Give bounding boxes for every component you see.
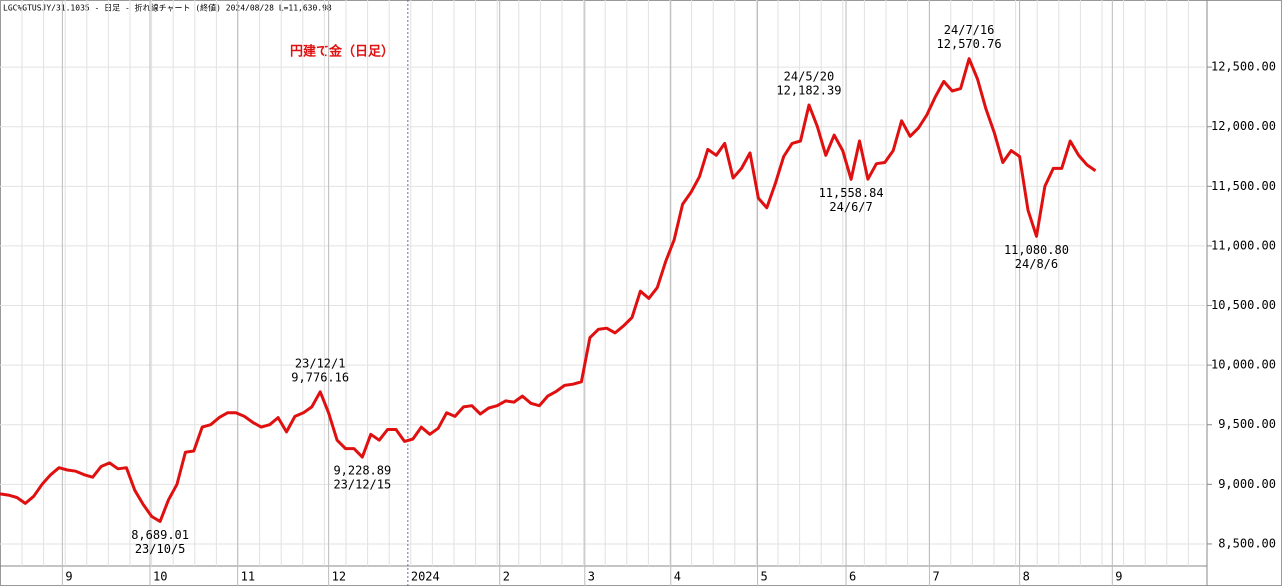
y-tick-label: 10,500.00 [1211, 298, 1276, 312]
annotation: 23/10/5 [135, 542, 186, 556]
x-tick-label: 12 [332, 570, 346, 584]
x-tick-label: 9 [1115, 570, 1122, 584]
header: LGC%GTUSJY/31.1035 - 日足 - 折れ線チャート (終値) 2… [3, 3, 332, 13]
y-tick-label: 9,500.00 [1218, 417, 1276, 431]
y-tick-label: 10,000.00 [1211, 358, 1276, 372]
y-tick-label: 11,000.00 [1211, 238, 1276, 252]
annotation: 23/12/1 [295, 356, 346, 370]
y-tick-label: 12,500.00 [1211, 60, 1276, 74]
annotation: 24/8/6 [1015, 257, 1058, 271]
annotation: 23/12/15 [333, 478, 391, 492]
annotation: 11,080.80 [1004, 243, 1069, 257]
x-tick-label: 5 [761, 570, 768, 584]
annotation: 11,558.84 [819, 186, 884, 200]
annotation: 12,570.76 [937, 37, 1002, 51]
x-tick-label: 6 [849, 570, 856, 584]
annotation: 9,228.89 [333, 464, 391, 478]
x-tick-label: 10 [153, 570, 167, 584]
x-tick-label: 4 [674, 570, 681, 584]
y-tick-label: 12,000.00 [1211, 119, 1276, 133]
x-tick-label: 11 [241, 570, 255, 584]
annotation: 8,689.01 [131, 528, 189, 542]
annotation: 24/6/7 [829, 200, 872, 214]
x-tick-label: 2024 [411, 570, 440, 584]
annotation: 24/5/20 [784, 69, 835, 83]
x-tick-label: 9 [65, 570, 72, 584]
x-tick-label: 2 [503, 570, 510, 584]
x-tick-label: 3 [588, 570, 595, 584]
x-tick-label: 8 [1023, 570, 1030, 584]
annotation: 12,182.39 [776, 83, 841, 97]
annotation: 24/7/16 [944, 23, 995, 37]
chart-title: 円建て金（日足） [290, 44, 394, 60]
annotation: 9,776.16 [291, 370, 349, 384]
y-tick-label: 11,500.00 [1211, 179, 1276, 193]
price-line [0, 57, 1097, 523]
y-tick-label: 9,000.00 [1218, 477, 1276, 491]
y-tick-label: 8,500.00 [1218, 536, 1276, 550]
x-tick-label: 7 [932, 570, 939, 584]
